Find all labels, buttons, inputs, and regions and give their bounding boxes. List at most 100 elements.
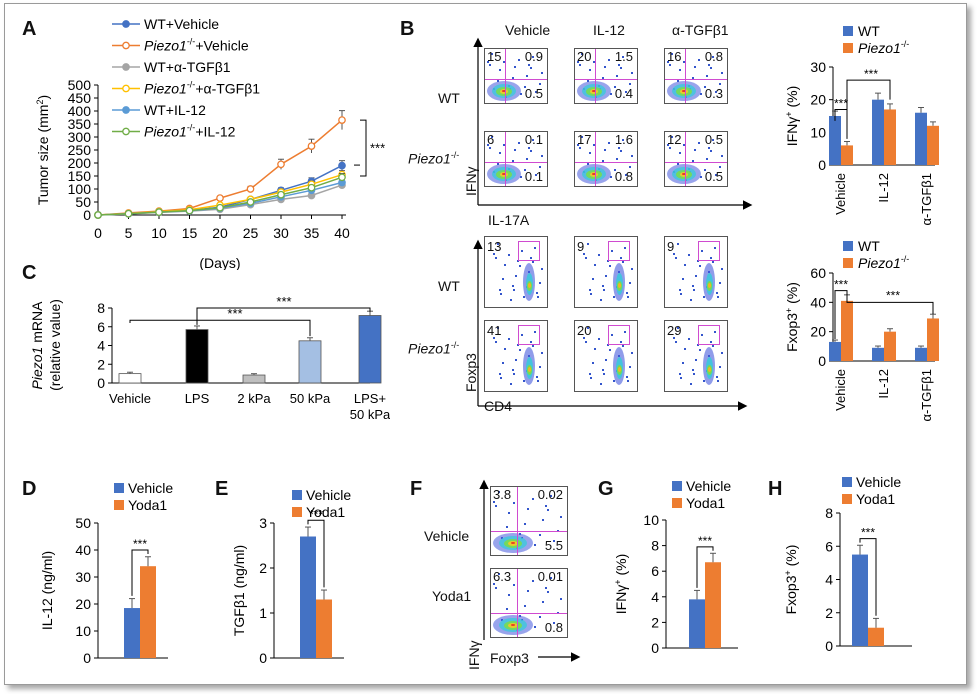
- foxp3-plot-r0-c2-events: [700, 250, 703, 253]
- foxp3-plot-r0-c1-events: [610, 250, 613, 253]
- ifng-plot-r0-c2-quadrant-value: 0.3: [704, 86, 723, 101]
- ifng-plot-r0-c1-events: [622, 55, 625, 58]
- ifng-plot-r1-c0-events: [488, 147, 491, 150]
- a-x-tick-label: 15: [182, 225, 198, 241]
- a-legend-label: WT+IL-12: [144, 102, 206, 118]
- ifng-plot-r1-c1-events: [616, 157, 619, 160]
- ifng-plot-r0-c2-events: [703, 85, 706, 88]
- a-y-tick-label: 350: [68, 116, 92, 132]
- f-plot-r0-events: [546, 509, 549, 511]
- f-plot-r0-population-core: [510, 541, 516, 545]
- ifng-plot-r1-c0-events: [523, 168, 526, 171]
- foxp3-plot-r0-c0-events: [500, 292, 502, 295]
- ifng-plot-r0-c2-events: [714, 90, 717, 93]
- ifng-plot-r0-c1-quadrant-value: 20: [577, 49, 592, 64]
- chartH-legend-swatch: [842, 494, 852, 504]
- ifng-plot-r0-c1-quadrant-value: 0.4: [614, 86, 633, 101]
- panel-label-e: E: [215, 478, 229, 500]
- ifng-plot-r1-c0-events: [528, 146, 531, 149]
- foxp3-plot-r1-c1-events: [592, 362, 594, 365]
- ifng-plot-r0-c1-events: [578, 64, 581, 67]
- chartB2-bar: [872, 347, 884, 361]
- a-legend-marker: [122, 84, 130, 93]
- a-x-tick-label: 40: [334, 225, 350, 241]
- chartE-legend-swatch: [292, 507, 302, 517]
- ifng-plot-r1-c2-events: [693, 149, 696, 152]
- ifng-plot-r1-c2-events: [712, 138, 715, 141]
- chartG-y-label: IFNγ+ (%): [613, 554, 629, 615]
- foxp3-plot-r1-c0-events: [518, 348, 521, 351]
- ifng-plot-r0-c1-events: [618, 63, 621, 66]
- chartC-y-tick-label: 2: [97, 356, 105, 372]
- foxp3-plot-r1-c1-events: [629, 366, 631, 368]
- a-x-label: (Days): [199, 255, 240, 270]
- quadrant-gate-horizontal: [575, 79, 637, 80]
- chartH-sig-label: ***: [861, 526, 875, 540]
- quadrant-gate-vertical: [685, 132, 686, 186]
- quadrant-gate-vertical: [517, 569, 518, 637]
- chartH-y-tick-label: 0: [825, 638, 833, 654]
- ifng-plot-r1-c1-events: [603, 149, 606, 152]
- chartB1-legend-swatch: [843, 26, 853, 36]
- foxp3-plot-r1-c1-events: [605, 358, 607, 361]
- chartC-y-label: Piezo1 mRNA: [29, 301, 45, 390]
- treg-gate: [698, 241, 720, 261]
- foxp3-plot-r1-c0-events: [500, 376, 502, 379]
- a-y-tick-label: 300: [68, 129, 92, 145]
- ifng-plot-r1-c2-events: [668, 147, 671, 150]
- foxp3-plot-r0-c2-events: [719, 282, 721, 284]
- ifng-plot-r1-c2-events: [703, 168, 706, 171]
- ifng-plot-r1-c2-events: [720, 154, 723, 157]
- ifng-plot-r1-c0-events: [540, 154, 543, 157]
- quadrant-gate-horizontal: [485, 162, 547, 163]
- foxp3-plot-r0-c0-events: [509, 299, 512, 302]
- a-data-point: [246, 198, 255, 206]
- foxp3-plot-r0-c0-events: [498, 288, 501, 291]
- ifng-plot-r1-c2-events: [706, 157, 709, 160]
- foxp3-plot-r1-c1-events: [586, 327, 589, 329]
- chartB1-legend-label: Piezo1-/-: [858, 39, 909, 56]
- chart-b-ifng: 0 10 20 30 IFNγ+ (%) Vehicle IL-12 α-TGFβ1 WTPie…: [784, 23, 939, 226]
- foxp3-plot-r0-c1-events: [605, 274, 607, 277]
- foxp3-plot-r1-c1-events: [594, 348, 596, 350]
- foxp3-plot-r1-c0-events: [530, 340, 532, 343]
- ifng-plot-r1-c1-quadrant-value: 17: [577, 132, 592, 147]
- panel-label-g: G: [598, 478, 614, 500]
- foxp3-plot-r0-c1-events: [599, 299, 602, 302]
- f-plot-r0-events: [505, 526, 508, 529]
- ifng-plot-r1-c2-events: [708, 146, 711, 149]
- chartH-bar: [868, 627, 884, 646]
- ifng-plot-r0-c2: 16 0.8 0.3: [664, 48, 728, 104]
- ifng-plot-r1-c2-events: [691, 160, 694, 163]
- f-plot-r0-events: [526, 508, 529, 511]
- ifng-plot-r1-c2-events: [718, 165, 721, 168]
- foxp3-plot-r1-c0-events: [520, 334, 523, 337]
- ifng-plot-r0-c0: 15 0.9 0.5: [484, 48, 548, 104]
- ifng-plot-r0-c2-events: [667, 60, 669, 63]
- ifng-plot-r0-c0-events: [530, 66, 533, 69]
- col-header-il12: IL-12: [593, 22, 625, 38]
- chartE-bar: [316, 599, 332, 658]
- ifng-plot-r0-c0-events: [487, 60, 489, 63]
- ifng-plot-r1-c2-events: [670, 136, 673, 138]
- panel-label-f: F: [410, 478, 423, 500]
- chartB2-legend-swatch: [843, 258, 853, 268]
- chartC-y-tick-label: 8: [97, 300, 105, 316]
- foxp3-plot-r1-c1-population-core: [618, 367, 621, 372]
- foxp3-plot-r0-c2-events: [674, 257, 677, 260]
- foxp3-plot-r1-c2-events: [676, 327, 679, 329]
- foxp3-plot-r1-c0-events: [533, 330, 536, 333]
- ifng-plot-r1-c0-quadrant-value: 6: [487, 132, 495, 147]
- a-x-tick-label: 0: [94, 225, 102, 241]
- chartD-y-tick-label: 0: [83, 650, 91, 666]
- c-sig-bracket-2: [196, 307, 371, 325]
- ifng-plot-r0-c1-events: [603, 66, 606, 69]
- a-sig-bracket: [360, 119, 367, 177]
- foxp3-plot-r0-c2-events: [715, 292, 718, 295]
- foxp3-plot-r1-c1-events: [601, 369, 604, 371]
- ifng-plot-r1-c2: 12 0.5 0.5: [664, 131, 728, 187]
- foxp3-plot-r1-c0-events: [502, 362, 504, 365]
- chartG-legend-swatch: [672, 481, 682, 491]
- ifng-plot-r1-c1-events: [577, 143, 579, 146]
